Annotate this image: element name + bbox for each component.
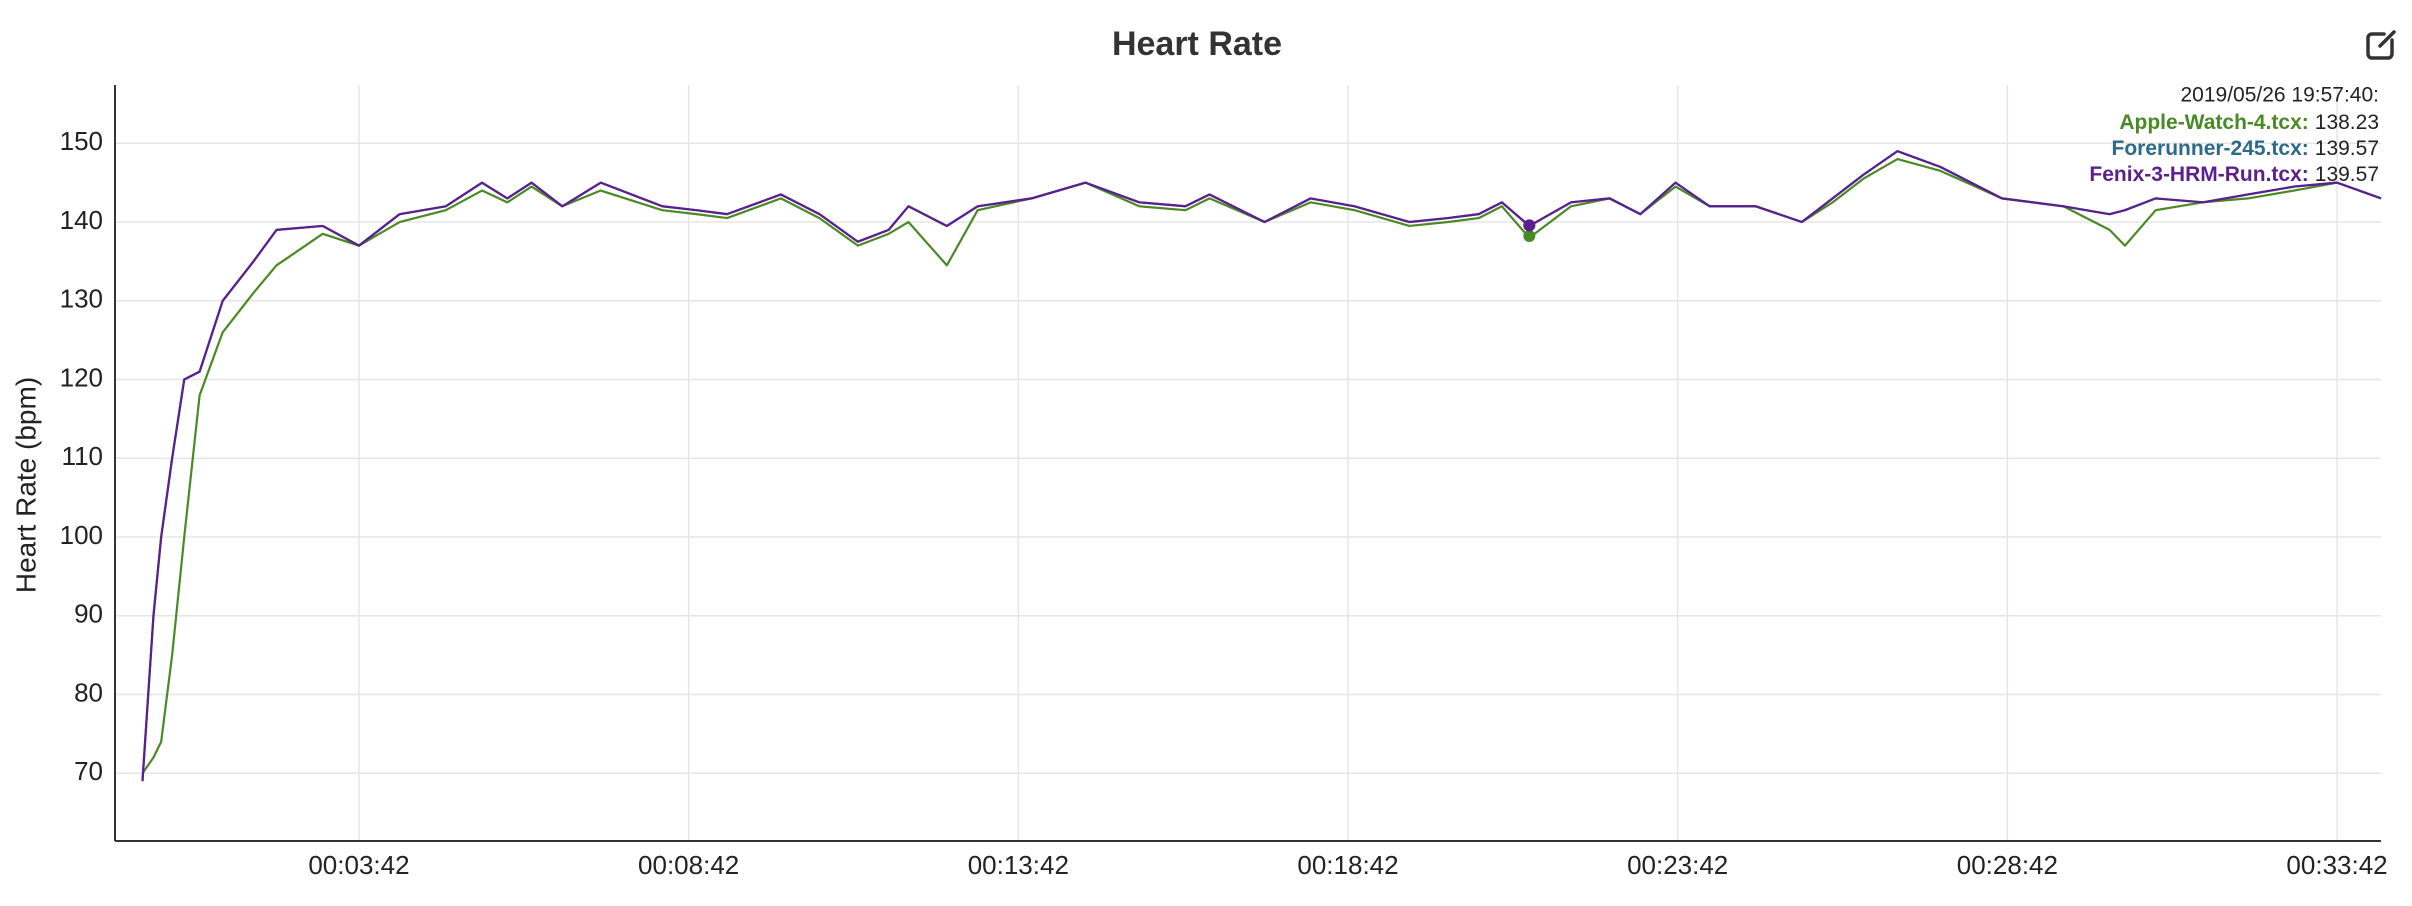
legend-value: 139.57 xyxy=(2315,137,2379,160)
hover-entry: Forerunner-245.tcx: 139.57 xyxy=(2112,137,2379,160)
hover-dot xyxy=(1523,229,1536,242)
legend-value: 139.57 xyxy=(2315,163,2379,186)
y-tick-label: 80 xyxy=(74,677,103,707)
y-tick-label: 150 xyxy=(60,126,103,156)
y-tick-label: 70 xyxy=(74,756,103,786)
y-axis-label: Heart Rate (bpm) xyxy=(10,377,41,593)
chart-title: Heart Rate xyxy=(1112,25,1282,63)
y-tick-label: 130 xyxy=(60,284,103,314)
legend-value: 138.23 xyxy=(2315,111,2379,134)
x-tick-label: 00:18:42 xyxy=(1297,850,1398,880)
x-tick-label: 00:03:42 xyxy=(308,850,409,880)
legend-name: Forerunner-245.tcx: xyxy=(2112,137,2309,160)
hover-dot xyxy=(1523,219,1536,232)
y-tick-label: 110 xyxy=(62,441,103,471)
edit-icon[interactable] xyxy=(2366,30,2396,60)
series-line xyxy=(141,150,2382,782)
edit-icon-pen xyxy=(2378,30,2396,48)
y-tick-label: 90 xyxy=(74,599,103,629)
x-tick-label: 00:28:42 xyxy=(1957,850,2058,880)
series-line xyxy=(141,157,2382,774)
y-tick-label: 120 xyxy=(60,362,103,392)
edit-icon-frame xyxy=(2366,32,2394,60)
x-tick-label: 00:08:42 xyxy=(638,850,739,880)
legend-name: Fenix-3-HRM-Run.tcx: xyxy=(2089,163,2308,186)
y-tick-label: 140 xyxy=(60,205,103,235)
x-tick-label: 00:23:42 xyxy=(1627,850,1728,880)
x-tick-label: 00:33:42 xyxy=(2286,850,2387,880)
series-line xyxy=(141,150,2382,782)
hover-entry: Fenix-3-HRM-Run.tcx: 139.57 xyxy=(2089,163,2379,186)
hover-entry: Apple-Watch-4.tcx: 138.23 xyxy=(2119,111,2379,134)
y-tick-label: 100 xyxy=(60,520,103,550)
x-tick-label: 00:13:42 xyxy=(968,850,1069,880)
legend-name: Apple-Watch-4.tcx: xyxy=(2119,111,2308,134)
hover-time: 2019/05/26 19:57:40: xyxy=(2180,84,2379,107)
